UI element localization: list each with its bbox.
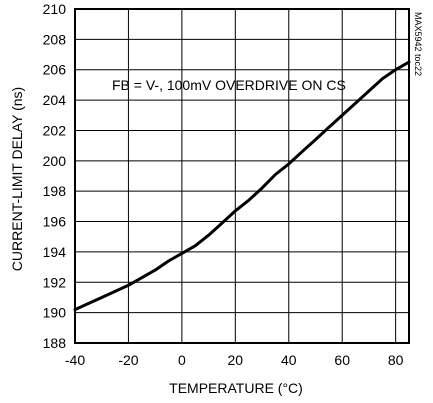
y-tick-label: 188 xyxy=(43,335,67,351)
y-tick-label: 206 xyxy=(43,62,67,78)
y-axis-title: CURRENT-LIMIT DELAY (ns) xyxy=(9,87,25,271)
x-axis-title: TEMPERATURE (°C) xyxy=(169,380,303,396)
chart-annotation: FB = V-, 100mV OVERDRIVE ON CS xyxy=(112,77,346,93)
figure-id: MAX5942 toc22 xyxy=(413,12,423,76)
grid xyxy=(74,8,409,344)
x-tick-label: 60 xyxy=(334,352,350,368)
y-tick-labels: 188 190 192 194 196 198 200 202 204 206 208 210 xyxy=(43,1,67,351)
x-tick-labels: -40 -20 0 20 40 60 80 xyxy=(65,352,404,368)
y-tick-label: 196 xyxy=(43,214,67,230)
x-tick-label: 80 xyxy=(388,352,404,368)
y-tick-label: 198 xyxy=(43,183,67,199)
y-tick-label: 194 xyxy=(43,244,67,260)
x-tick-label: 40 xyxy=(281,352,297,368)
y-tick-label: 202 xyxy=(43,122,67,138)
y-tick-label: 200 xyxy=(43,153,67,169)
y-tick-label: 210 xyxy=(43,1,67,17)
data-series xyxy=(73,60,411,312)
x-tick-label: 20 xyxy=(228,352,244,368)
plot-border xyxy=(74,8,410,344)
y-tick-label: 192 xyxy=(43,274,67,290)
x-tick-label: -20 xyxy=(118,352,138,368)
series-line xyxy=(73,60,411,312)
y-tick-label: 190 xyxy=(43,305,67,321)
x-tick-label: -40 xyxy=(65,352,85,368)
plot-frame xyxy=(74,8,410,344)
y-tick-label: 204 xyxy=(43,92,67,108)
y-tick-label: 208 xyxy=(43,31,67,47)
x-tick-label: 0 xyxy=(178,352,186,368)
